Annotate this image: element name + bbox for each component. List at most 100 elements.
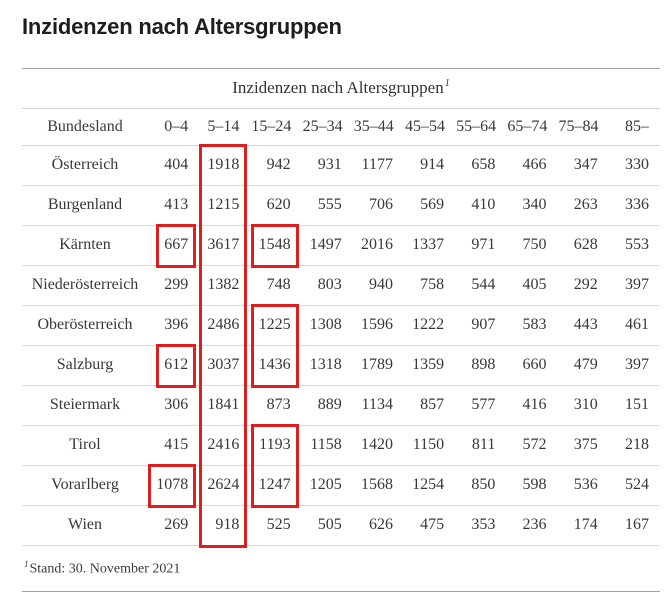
- incidence-table: Bundesland 0–4 5–14 15–24 25–34 35–44 45–54 55…: [22, 109, 660, 546]
- table-row: Steiermark 306 1841 873 889 1134 857 577 416 310 1…: [22, 385, 660, 425]
- value-cell: 1382: [207, 276, 240, 293]
- table-row: Burgenland 413 1215 620 555 706 569 410 340 263 33…: [22, 185, 660, 225]
- value-cell: 524: [625, 476, 649, 493]
- value-cell: 1150: [412, 436, 445, 453]
- row-label: Salzburg: [56, 356, 114, 373]
- page-title: Inzidenzen nach Altersgruppen: [22, 14, 342, 39]
- value-cell: 3617: [207, 236, 240, 253]
- value-cell: 1247: [258, 476, 291, 493]
- value-cell: 612: [164, 356, 189, 373]
- value-cell: 1134: [361, 396, 393, 413]
- table-card: Inzidenzen nach Altersgruppen1 Bundeslan…: [22, 68, 660, 593]
- value-cell: 658: [471, 156, 496, 173]
- value-cell: 151: [625, 396, 649, 413]
- row-label: Steiermark: [49, 396, 121, 413]
- value-cell: 1548: [258, 236, 291, 253]
- value-cell: 2416: [207, 436, 240, 453]
- value-cell: 167: [625, 516, 649, 533]
- value-cell: 1308: [309, 316, 342, 333]
- value-cell: 1222: [412, 316, 445, 333]
- value-cell: 918: [215, 516, 240, 533]
- value-cell: 914: [420, 156, 445, 173]
- value-cell: 1254: [412, 476, 445, 493]
- value-cell: 889: [317, 396, 342, 413]
- table-row: Salzburg 612 3037 1436 1318 1789 1359 898 660 479…: [22, 345, 660, 385]
- value-cell: 931: [317, 156, 342, 173]
- column-header: 25–34: [301, 109, 353, 146]
- value-cell: 397: [625, 356, 649, 373]
- value-cell: 174: [573, 516, 598, 533]
- value-cell: 971: [471, 236, 496, 253]
- row-label: Vorarlberg: [51, 476, 119, 493]
- value-cell: 544: [471, 276, 496, 293]
- value-cell: 336: [625, 196, 649, 213]
- value-cell: 898: [471, 356, 496, 373]
- value-cell: 218: [625, 436, 649, 453]
- table-row: Wien 269 918 525 505 626 475 353 236 174 167: [22, 505, 660, 545]
- value-cell: 940: [368, 276, 393, 293]
- value-cell: 1789: [360, 356, 393, 373]
- value-cell: 461: [625, 316, 649, 333]
- value-cell: 292: [573, 276, 598, 293]
- value-cell: 347: [573, 156, 598, 173]
- row-label: Burgenland: [47, 196, 123, 213]
- value-cell: 475: [420, 516, 445, 533]
- value-cell: 1193: [259, 436, 291, 453]
- value-cell: 1420: [360, 436, 393, 453]
- caption-footnote-marker: 1: [444, 78, 450, 90]
- column-header: 15–24: [250, 109, 302, 146]
- row-label: Kärnten: [59, 236, 111, 253]
- value-cell: 466: [522, 156, 547, 173]
- value-cell: 299: [164, 276, 189, 293]
- value-cell: 1337: [412, 236, 445, 253]
- value-cell: 404: [164, 156, 189, 173]
- value-cell: 628: [573, 236, 598, 253]
- column-header: 0–4: [148, 109, 200, 146]
- value-cell: 555: [317, 196, 342, 213]
- value-cell: 405: [522, 276, 547, 293]
- value-cell: 1841: [207, 396, 240, 413]
- row-label: Niederösterreich: [31, 276, 139, 293]
- table-row: Vorarlberg 1078 2624 1247 1205 1568 1254 850 598…: [22, 465, 660, 505]
- column-header: 55–64: [455, 109, 507, 146]
- value-cell: 598: [522, 476, 547, 493]
- row-label: Wien: [67, 516, 102, 533]
- value-cell: 340: [522, 196, 547, 213]
- value-cell: 443: [573, 316, 598, 333]
- value-cell: 306: [164, 396, 189, 413]
- value-cell: 1568: [360, 476, 393, 493]
- value-cell: 416: [522, 396, 547, 413]
- table-caption-text: Inzidenzen nach Altersgruppen: [232, 78, 444, 97]
- value-cell: 1215: [207, 196, 240, 213]
- row-label: Oberösterreich: [37, 316, 133, 333]
- value-cell: 505: [317, 516, 342, 533]
- value-cell: 413: [164, 196, 189, 213]
- value-cell: 1225: [258, 316, 291, 333]
- value-cell: 1177: [361, 156, 393, 173]
- value-cell: 1158: [310, 436, 342, 453]
- column-header: 35–44: [352, 109, 404, 146]
- row-label: Tirol: [69, 436, 101, 453]
- header-row: Bundesland 0–4 5–14 15–24 25–34 35–44 45–54 55…: [22, 109, 660, 146]
- table-row: Tirol 415 2416 1193 1158 1420 1150 811 572 375 218: [22, 425, 660, 465]
- value-cell: 1918: [207, 156, 240, 173]
- value-cell: 660: [522, 356, 547, 373]
- value-cell: 572: [522, 436, 547, 453]
- value-cell: 410: [471, 196, 496, 213]
- value-cell: 396: [164, 316, 189, 333]
- table-row: Österreich 404 1918 942 931 1177 914 658 466 347 3…: [22, 145, 660, 185]
- value-cell: 873: [266, 396, 291, 413]
- value-cell: 748: [266, 276, 291, 293]
- table-body: Österreich 404 1918 942 931 1177 914 658 466 347 3…: [22, 145, 660, 545]
- value-cell: 375: [573, 436, 598, 453]
- value-cell: 1078: [156, 476, 189, 493]
- column-header-bundesland: Bundesland: [22, 109, 148, 146]
- value-cell: 397: [625, 276, 649, 293]
- value-cell: 269: [164, 516, 189, 533]
- value-cell: 3037: [207, 356, 240, 373]
- value-cell: 850: [471, 476, 496, 493]
- value-cell: 1205: [309, 476, 342, 493]
- table-row: Oberösterreich 396 2486 1225 1308 1596 1222 907…: [22, 305, 660, 345]
- column-header: 75–84: [557, 109, 609, 146]
- value-cell: 2016: [360, 236, 393, 253]
